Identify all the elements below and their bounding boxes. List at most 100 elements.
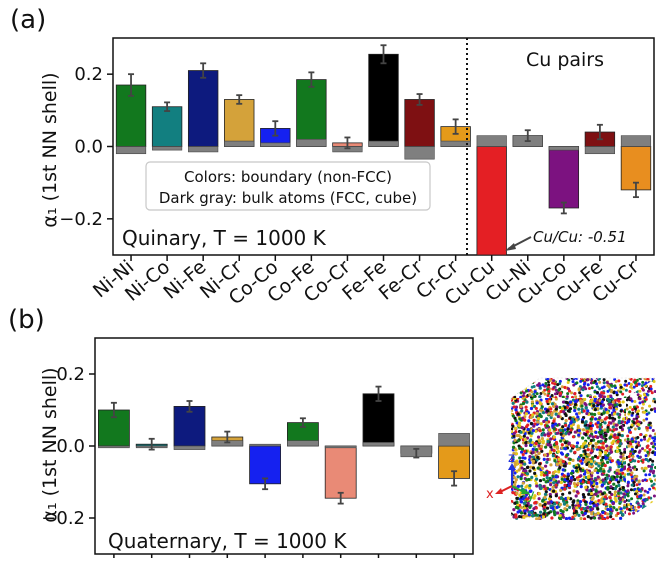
atom xyxy=(582,495,586,499)
atom xyxy=(606,446,610,451)
atom xyxy=(568,481,572,486)
atom xyxy=(525,382,529,386)
atom xyxy=(520,466,524,470)
atom xyxy=(643,448,647,452)
atom xyxy=(641,458,645,462)
atom xyxy=(633,505,637,509)
atom xyxy=(531,450,535,455)
atom xyxy=(518,378,522,382)
atom xyxy=(513,460,517,464)
atom xyxy=(513,385,517,389)
atom xyxy=(617,379,621,383)
atom xyxy=(518,421,522,425)
atom xyxy=(567,461,572,465)
atom xyxy=(573,400,578,404)
atom xyxy=(630,423,634,427)
atom xyxy=(600,458,604,462)
atom xyxy=(646,490,650,494)
atom xyxy=(594,462,598,466)
atom xyxy=(608,490,612,494)
atom xyxy=(524,514,529,518)
atom xyxy=(611,518,615,520)
atom xyxy=(604,437,608,441)
atom xyxy=(622,417,626,421)
atom xyxy=(557,412,561,416)
y-tick-label: 0.0 xyxy=(56,436,85,457)
atom xyxy=(514,408,518,412)
atom xyxy=(619,390,623,394)
atom xyxy=(544,464,548,468)
atom xyxy=(580,510,584,515)
atom xyxy=(560,406,565,411)
atom xyxy=(651,436,655,440)
atom xyxy=(514,452,519,456)
atom xyxy=(518,456,522,460)
atom xyxy=(572,444,576,449)
atom xyxy=(527,513,531,517)
atom xyxy=(639,438,643,442)
atom xyxy=(547,389,551,393)
atom xyxy=(579,484,583,489)
atom xyxy=(623,408,626,412)
atom xyxy=(537,451,541,455)
atom xyxy=(629,488,633,492)
bar-boundary xyxy=(404,99,435,147)
atom xyxy=(540,449,544,453)
atom xyxy=(557,470,561,474)
atom xyxy=(552,427,556,431)
atom xyxy=(602,411,606,415)
y-tick-label: 0.0 xyxy=(74,137,103,158)
bar-bulk xyxy=(98,445,130,449)
atom xyxy=(647,510,651,514)
atom xyxy=(573,513,577,518)
panel-a: (a) α₁ (1st NN shell) 0.2 0.0 −0.2 Ni-NiNi… xyxy=(10,5,655,310)
atom xyxy=(617,483,621,488)
bar-bulk xyxy=(620,135,652,147)
atom xyxy=(613,490,618,494)
bar-bulk xyxy=(368,140,399,147)
atom xyxy=(587,474,591,479)
atom xyxy=(634,380,638,384)
atom xyxy=(645,497,649,501)
bar-bulk xyxy=(173,445,206,450)
atom xyxy=(601,478,605,482)
atom xyxy=(608,416,612,420)
atom xyxy=(561,459,565,464)
atom xyxy=(602,469,606,473)
atom xyxy=(541,383,545,387)
atom xyxy=(635,474,639,478)
atom xyxy=(629,385,633,389)
atom xyxy=(599,490,603,494)
atom xyxy=(594,500,598,504)
atom xyxy=(624,438,626,442)
atom xyxy=(617,415,621,419)
atom xyxy=(633,459,637,463)
atom xyxy=(566,380,570,384)
atom xyxy=(593,390,597,394)
atom xyxy=(615,468,619,473)
atom xyxy=(624,388,628,392)
atom xyxy=(589,441,593,445)
atom xyxy=(580,461,584,465)
atom xyxy=(605,512,610,516)
atom xyxy=(608,456,612,460)
atom xyxy=(537,497,541,501)
atom xyxy=(629,468,633,472)
atom xyxy=(640,406,644,410)
atom xyxy=(626,472,630,476)
atom xyxy=(640,466,644,470)
atom xyxy=(633,449,637,453)
atom xyxy=(649,469,653,473)
atom xyxy=(632,385,636,389)
atom xyxy=(626,434,630,438)
atom xyxy=(593,513,598,517)
atom xyxy=(534,448,538,452)
atom xyxy=(649,387,653,391)
atom xyxy=(554,494,558,498)
atom xyxy=(559,508,563,513)
atom xyxy=(516,484,521,488)
atom xyxy=(573,409,577,413)
atom xyxy=(640,486,644,490)
atom xyxy=(618,425,623,429)
atom xyxy=(558,465,562,470)
